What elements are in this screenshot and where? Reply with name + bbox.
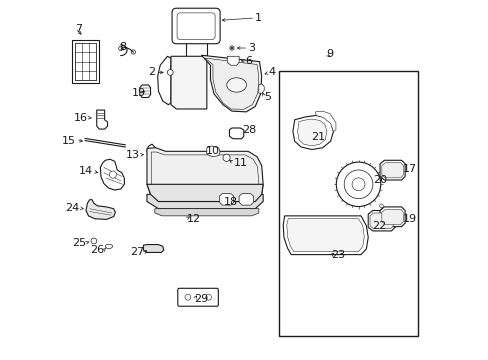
FancyBboxPatch shape (177, 13, 215, 40)
Text: 27: 27 (130, 247, 144, 257)
Text: 9: 9 (325, 49, 333, 59)
Text: 4: 4 (268, 67, 275, 77)
Text: 28: 28 (241, 125, 255, 135)
Text: 3: 3 (247, 43, 255, 53)
Text: 10: 10 (205, 145, 219, 156)
Text: 11: 11 (233, 158, 247, 168)
Text: 17: 17 (402, 164, 416, 174)
Text: 18: 18 (224, 197, 238, 207)
FancyBboxPatch shape (172, 8, 220, 44)
Bar (74, 43, 96, 80)
Text: 24: 24 (65, 203, 80, 213)
Polygon shape (204, 58, 258, 109)
Text: 13: 13 (125, 150, 140, 160)
Polygon shape (239, 194, 253, 205)
Text: 8: 8 (120, 42, 126, 52)
Polygon shape (147, 144, 164, 164)
Circle shape (109, 171, 116, 178)
Polygon shape (158, 56, 171, 105)
Polygon shape (155, 209, 258, 216)
Polygon shape (315, 111, 335, 132)
Text: 22: 22 (371, 221, 386, 231)
Polygon shape (97, 110, 107, 129)
Polygon shape (147, 148, 263, 202)
Circle shape (167, 69, 173, 75)
Text: 20: 20 (373, 175, 387, 185)
Text: 19: 19 (131, 88, 145, 98)
Circle shape (344, 170, 372, 199)
Polygon shape (140, 85, 150, 98)
Polygon shape (286, 219, 364, 252)
Polygon shape (143, 244, 163, 252)
Circle shape (336, 162, 380, 207)
Polygon shape (147, 194, 263, 209)
Text: 26: 26 (90, 245, 104, 255)
Polygon shape (381, 210, 403, 225)
Polygon shape (171, 56, 206, 109)
Polygon shape (206, 146, 220, 157)
Circle shape (184, 294, 190, 300)
Polygon shape (297, 119, 326, 146)
Circle shape (205, 294, 211, 300)
Polygon shape (151, 152, 258, 197)
Text: 21: 21 (311, 132, 325, 142)
Text: 5: 5 (264, 92, 271, 102)
Text: 12: 12 (186, 214, 200, 224)
Polygon shape (379, 207, 405, 226)
Text: 14: 14 (79, 166, 93, 176)
Ellipse shape (226, 78, 246, 92)
Circle shape (230, 47, 233, 49)
Circle shape (229, 46, 234, 50)
Polygon shape (86, 200, 115, 220)
Text: 15: 15 (62, 136, 76, 145)
Circle shape (119, 46, 122, 50)
Polygon shape (219, 194, 233, 205)
Circle shape (223, 154, 230, 161)
Circle shape (91, 238, 97, 244)
Polygon shape (379, 160, 405, 180)
Bar (278, 71, 418, 336)
Text: 16: 16 (73, 113, 87, 123)
Polygon shape (100, 159, 124, 190)
Polygon shape (283, 216, 367, 255)
Text: 29: 29 (194, 294, 208, 304)
Polygon shape (147, 184, 263, 202)
FancyBboxPatch shape (178, 288, 218, 306)
Text: 1: 1 (255, 13, 262, 23)
Polygon shape (258, 84, 264, 93)
Circle shape (379, 204, 383, 208)
Polygon shape (369, 213, 392, 229)
Text: 7: 7 (75, 24, 82, 34)
Text: 23: 23 (330, 250, 345, 260)
Circle shape (351, 178, 364, 191)
Text: 19: 19 (402, 215, 416, 224)
Polygon shape (229, 128, 244, 139)
Ellipse shape (105, 244, 112, 248)
Circle shape (131, 50, 135, 54)
Bar (72, 40, 99, 83)
Polygon shape (381, 163, 403, 178)
Polygon shape (292, 116, 333, 149)
Polygon shape (201, 55, 261, 112)
Polygon shape (227, 56, 239, 65)
Text: 2: 2 (148, 67, 155, 77)
Polygon shape (367, 211, 394, 231)
Text: 6: 6 (244, 56, 252, 66)
Text: 25: 25 (72, 238, 86, 248)
